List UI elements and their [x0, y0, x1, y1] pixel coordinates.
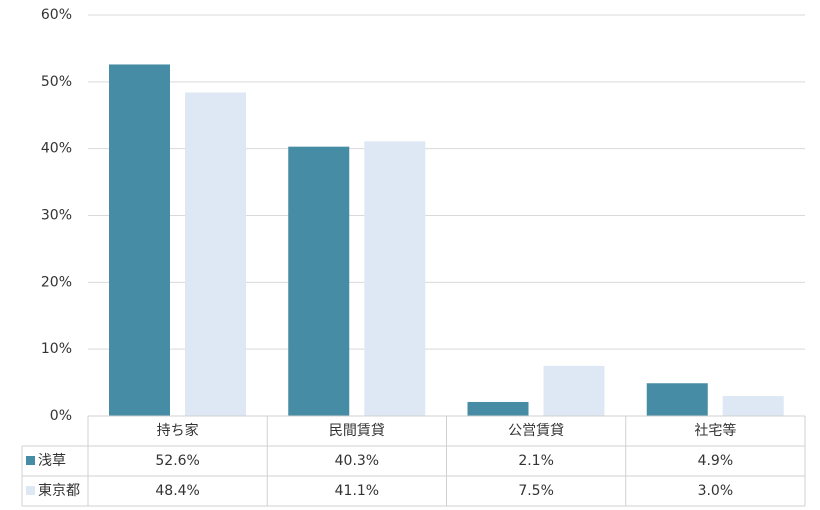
y-tick-label: 60% [41, 7, 72, 23]
data-label: 2.1% [518, 453, 554, 469]
y-tick-label: 10% [41, 341, 72, 357]
data-label: 4.9% [698, 453, 734, 469]
bar [109, 64, 170, 416]
bar [543, 365, 605, 416]
bar [646, 383, 708, 416]
bar [722, 395, 784, 416]
y-tick-label: 40% [41, 141, 72, 157]
legend-label: 浅草 [38, 453, 66, 469]
x-tick-label: 公営賃貸 [508, 423, 564, 439]
bar [185, 92, 246, 416]
y-tick-label: 20% [41, 274, 72, 290]
y-tick-label: 0% [50, 408, 72, 424]
data-label: 7.5% [518, 483, 554, 499]
data-label: 48.4% [155, 483, 199, 499]
y-tick-label: 30% [41, 208, 72, 224]
bar [467, 401, 529, 416]
x-tick-label: 民間賃貸 [329, 423, 385, 439]
data-label: 41.1% [335, 483, 379, 499]
data-label: 52.6% [155, 453, 199, 469]
y-tick-label: 50% [41, 74, 72, 90]
data-label: 40.3% [335, 453, 379, 469]
data-label: 3.0% [698, 483, 734, 499]
legend-label: 東京都 [38, 483, 80, 499]
x-tick-label: 持ち家 [157, 422, 199, 439]
legend-swatch [26, 456, 35, 465]
bar [364, 141, 426, 416]
legend-swatch [26, 486, 35, 495]
x-tick-label: 社宅等 [694, 422, 736, 439]
bar [288, 146, 350, 416]
